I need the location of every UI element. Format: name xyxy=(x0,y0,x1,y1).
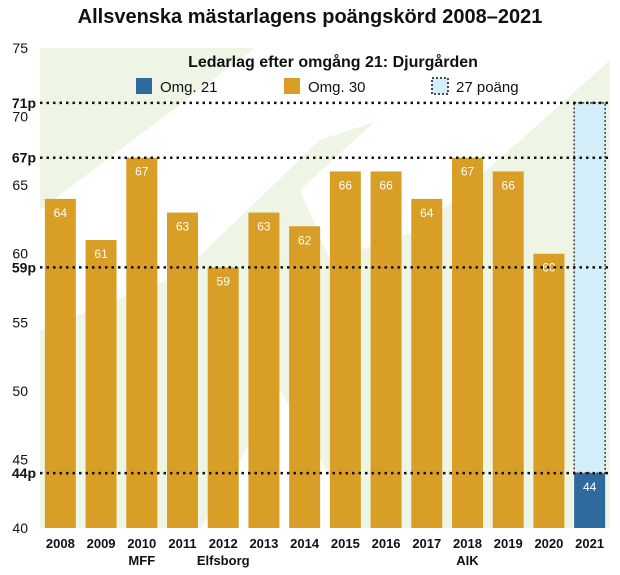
bar-label-2021: 44 xyxy=(583,480,597,494)
team-label-Elfsborg: Elfsborg xyxy=(197,553,250,568)
reference-label-71p: 71p xyxy=(12,95,36,111)
team-label-AIK: AIK xyxy=(456,553,479,568)
bar-omg30-2016 xyxy=(370,171,402,528)
bar-omg30-2017 xyxy=(411,198,443,528)
bar-omg21-2021 xyxy=(574,473,606,528)
bar-omg30-2010 xyxy=(126,157,158,528)
y-tick-55: 55 xyxy=(12,314,28,330)
bar-omg30-2008 xyxy=(44,198,76,528)
legend-label-27poang: 27 poäng xyxy=(456,79,519,96)
x-tick-2010: 2010 xyxy=(127,536,156,551)
bar-omg30-2012 xyxy=(207,267,239,528)
y-tick-50: 50 xyxy=(12,383,28,399)
bar-label-2009: 61 xyxy=(94,247,108,261)
chart-title: Allsvenska mästarlagens poängskörd 2008–… xyxy=(77,6,543,28)
x-tick-2012: 2012 xyxy=(209,536,238,551)
bar-label-2018: 67 xyxy=(461,165,475,179)
x-tick-2016: 2016 xyxy=(372,536,401,551)
x-tick-2011: 2011 xyxy=(168,536,196,551)
legend-label-omg21: Omg. 21 xyxy=(160,79,218,96)
bar-label-2010: 67 xyxy=(135,165,149,179)
x-tick-2021: 2021 xyxy=(575,536,604,551)
x-tick-2018: 2018 xyxy=(453,536,482,551)
y-tick-65: 65 xyxy=(12,177,28,193)
bar-label-2016: 66 xyxy=(379,178,393,192)
reference-label-67p: 67p xyxy=(12,150,36,166)
reference-label-59p: 59p xyxy=(12,259,36,275)
bar-omg30-2014 xyxy=(289,226,321,529)
legend-swatch-omg30 xyxy=(284,78,300,94)
reference-label-44p: 44p xyxy=(12,465,36,481)
bar-label-2019: 66 xyxy=(502,178,516,192)
legend-title: Ledarlag efter omgång 21: Djurgården xyxy=(188,53,478,71)
bar-omg30-2011 xyxy=(167,212,198,529)
x-tick-2009: 2009 xyxy=(87,536,116,551)
x-tick-2008: 2008 xyxy=(46,536,75,551)
x-tick-2015: 2015 xyxy=(331,536,360,551)
bar-label-2011: 63 xyxy=(176,220,190,234)
legend: Ledarlag efter omgång 21: Djurgården Omg… xyxy=(136,53,519,96)
x-tick-2013: 2013 xyxy=(249,536,278,551)
legend-swatch-27poang xyxy=(431,77,449,95)
y-tick-70: 70 xyxy=(12,109,28,125)
legend-label-omg30: Omg. 30 xyxy=(308,79,366,96)
y-tick-40: 40 xyxy=(12,520,28,536)
bar-label-2012: 59 xyxy=(217,274,231,288)
bar-label-2017: 64 xyxy=(420,206,434,220)
y-tick-60: 60 xyxy=(12,246,28,262)
bar-label-2014: 62 xyxy=(298,233,312,247)
bar-label-2008: 64 xyxy=(54,206,68,220)
bar-omg30-2018 xyxy=(452,157,483,528)
x-tick-2019: 2019 xyxy=(494,536,523,551)
bar-omg30-2019 xyxy=(492,171,524,528)
bar-omg30-2013 xyxy=(248,212,280,529)
x-tick-2017: 2017 xyxy=(412,536,441,551)
team-label-MFF: MFF xyxy=(128,553,155,568)
x-tick-2020: 2020 xyxy=(534,536,563,551)
legend-swatch-omg21 xyxy=(136,78,152,94)
y-tick-75: 75 xyxy=(12,40,28,56)
bar-omg30-2020 xyxy=(533,253,565,528)
bar-omg30-2009 xyxy=(85,240,117,528)
y-tick-45: 45 xyxy=(12,451,28,467)
bar-27poang-2021 xyxy=(573,102,606,474)
bar-label-2013: 63 xyxy=(257,220,271,234)
x-tick-2014: 2014 xyxy=(290,536,320,551)
bar-omg30-2015 xyxy=(329,171,361,528)
bar-label-2015: 66 xyxy=(339,178,353,192)
